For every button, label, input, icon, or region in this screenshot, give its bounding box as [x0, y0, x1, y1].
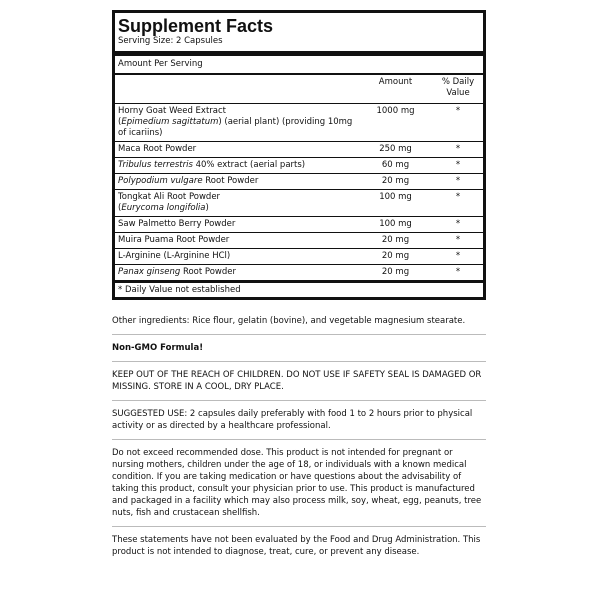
ingredient-name: Saw Palmetto Berry Powder — [118, 219, 236, 229]
amount-per-serving-label: Amount Per Serving — [118, 59, 203, 69]
ingredient-amount: 1000 mg — [376, 106, 415, 116]
ingredient-daily-value: * — [455, 267, 461, 277]
table-row: Panax ginseng Root Powder 20 mg * — [115, 264, 483, 280]
ingredient-name: Muira Puama Root Powder — [118, 235, 230, 245]
table-row: Polypodium vulgare Root Powder 20 mg * — [115, 173, 483, 189]
label-section: Do not exceed recommended dose. This pro… — [112, 440, 486, 527]
ingredient-amount: 250 mg — [379, 144, 412, 154]
ingredient-daily-value: * — [455, 160, 461, 170]
ingredient-name: Horny Goat Weed Extract (Epimedium sagitt… — [118, 106, 353, 138]
table-row: Maca Root Powder 250 mg * — [115, 141, 483, 157]
label-section: These statements have not been evaluated… — [112, 535, 481, 557]
header-blank — [115, 75, 358, 103]
ingredient-daily-value: * — [455, 235, 461, 245]
table-row: L-Arginine (L-Arginine HCl) 20 mg * — [115, 248, 483, 264]
label-section: Other ingredients: Rice flour, gelatin (… — [112, 308, 486, 335]
serving-size: Serving Size: 2 Capsules — [118, 36, 223, 46]
column-header-row: Amount % Daily Value — [115, 75, 483, 103]
ingredient-daily-value: * — [455, 192, 461, 202]
ingredient-name: Tongkat Ali Root Powder (Eurycoma longifo… — [118, 192, 221, 213]
ingredient-name: Tribulus terrestris 40% extract (aerial … — [118, 160, 306, 170]
ingredient-daily-value: * — [455, 251, 461, 261]
label-section: KEEP OUT OF THE REACH OF CHILDREN. DO NO… — [112, 362, 486, 401]
ingredient-daily-value: * — [455, 176, 461, 186]
footnote: * Daily Value not established — [115, 280, 483, 297]
ingredient-amount: 20 mg — [381, 251, 410, 261]
ingredient-amount: 100 mg — [379, 219, 412, 229]
ingredient-amount: 20 mg — [381, 176, 410, 186]
ingredient-amount: 20 mg — [381, 235, 410, 245]
table-row: Horny Goat Weed Extract (Epimedium sagitt… — [115, 103, 483, 141]
ingredient-rows: Horny Goat Weed Extract (Epimedium sagitt… — [115, 103, 483, 280]
label-section: Non-GMO Formula! — [112, 335, 486, 362]
table-row: Saw Palmetto Berry Powder 100 mg * — [115, 216, 483, 232]
ingredient-amount: 100 mg — [379, 192, 412, 202]
table-row: Tongkat Ali Root Powder (Eurycoma longifo… — [115, 189, 483, 216]
amount-per-serving: Amount Per Serving — [115, 56, 483, 75]
ingredient-daily-value: * — [455, 144, 461, 154]
header-daily-value: % Daily Value — [441, 77, 475, 98]
ingredient-name: Polypodium vulgare Root Powder — [118, 176, 259, 186]
label-section: SUGGESTED USE: 2 capsules daily preferab… — [112, 401, 486, 440]
ingredient-name: Panax ginseng Root Powder — [118, 267, 237, 277]
table-row: Muira Puama Root Powder 20 mg * — [115, 232, 483, 248]
ingredient-daily-value: * — [455, 219, 461, 229]
ingredient-daily-value: * — [455, 106, 461, 116]
ingredient-amount: 20 mg — [381, 267, 410, 277]
panel-title: Supplement Facts — [118, 16, 274, 36]
label: Supplement Facts Serving Size: 2 Capsule… — [112, 10, 486, 565]
divider — [115, 51, 483, 56]
label-text-sections: Other ingredients: Rice flour, gelatin (… — [112, 308, 486, 565]
ingredient-name: Maca Root Powder — [118, 144, 197, 154]
ingredient-name: L-Arginine (L-Arginine HCl) — [118, 251, 231, 261]
header-amount: Amount — [378, 77, 413, 87]
table-row: Tribulus terrestris 40% extract (aerial … — [115, 157, 483, 173]
supplement-facts-panel: Supplement Facts Serving Size: 2 Capsule… — [112, 10, 486, 300]
ingredient-amount: 60 mg — [381, 160, 410, 170]
